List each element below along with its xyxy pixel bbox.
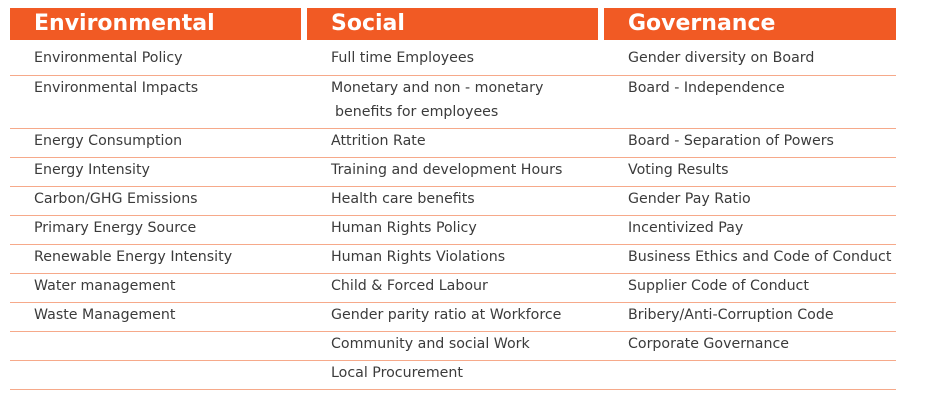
social-item-line2: benefits for employees: [335, 104, 499, 120]
environmental-item: Environmental Impacts: [34, 80, 199, 96]
social-item: Community and social Work: [331, 336, 530, 352]
social-item: Human Rights Violations: [331, 249, 506, 265]
governance-item: Gender diversity on Board: [628, 50, 815, 66]
social-item: Monetary and non - monetary benefits for…: [331, 76, 543, 124]
environmental-item: Renewable Energy Intensity: [34, 249, 233, 265]
environmental-item: Waste Management: [34, 307, 176, 323]
environmental-item: Primary Energy Source: [34, 220, 197, 236]
governance-item: Board - Independence: [628, 80, 785, 96]
table-row: Local Procurement: [10, 361, 896, 390]
table-row: Waste Management Gender parity ratio at …: [10, 303, 896, 332]
social-item: Gender parity ratio at Workforce: [331, 307, 562, 323]
environmental-item: Environmental Policy: [34, 50, 183, 66]
social-item-line1: Monetary and non - monetary: [331, 80, 544, 96]
social-item: Training and development Hours: [331, 162, 563, 178]
header-social: Social: [307, 8, 598, 40]
table-row: Environmental Impacts Monetary and non -…: [10, 76, 896, 129]
social-item: Attrition Rate: [331, 133, 426, 149]
governance-item: Incentivized Pay: [628, 220, 744, 236]
table-row: Energy Intensity Training and developmen…: [10, 158, 896, 187]
social-item: Health care benefits: [331, 191, 475, 207]
environmental-item: Water management: [34, 278, 176, 294]
social-item: Local Procurement: [331, 365, 463, 381]
social-item: Full time Employees: [331, 50, 474, 66]
table-row: Primary Energy Source Human Rights Polic…: [10, 216, 896, 245]
governance-item: Corporate Governance: [628, 336, 790, 352]
table-row: Energy Consumption Attrition Rate Board …: [10, 129, 896, 158]
governance-item: Voting Results: [628, 162, 729, 178]
governance-item: Supplier Code of Conduct: [628, 278, 809, 294]
table-row: Water management Child & Forced Labour S…: [10, 274, 896, 303]
table-row: Renewable Energy Intensity Human Rights …: [10, 245, 896, 274]
environmental-item: Energy Intensity: [34, 162, 150, 178]
social-item: Child & Forced Labour: [331, 278, 488, 294]
table-row: Community and social Work Corporate Gove…: [10, 332, 896, 361]
governance-item: Business Ethics and Code of Conduct: [628, 249, 892, 265]
table-row: Environmental Policy Full time Employees…: [10, 46, 896, 76]
governance-item: Bribery/Anti-Corruption Code: [628, 307, 834, 323]
header-governance: Governance: [604, 8, 896, 40]
governance-item: Gender Pay Ratio: [628, 191, 751, 207]
social-item: Human Rights Policy: [331, 220, 477, 236]
environmental-item: Carbon/GHG Emissions: [34, 191, 198, 207]
table-row: Carbon/GHG Emissions Health care benefit…: [10, 187, 896, 216]
governance-item: Board - Separation of Powers: [628, 133, 834, 149]
environmental-item: Energy Consumption: [34, 133, 183, 149]
header-environmental: Environmental: [10, 8, 301, 40]
